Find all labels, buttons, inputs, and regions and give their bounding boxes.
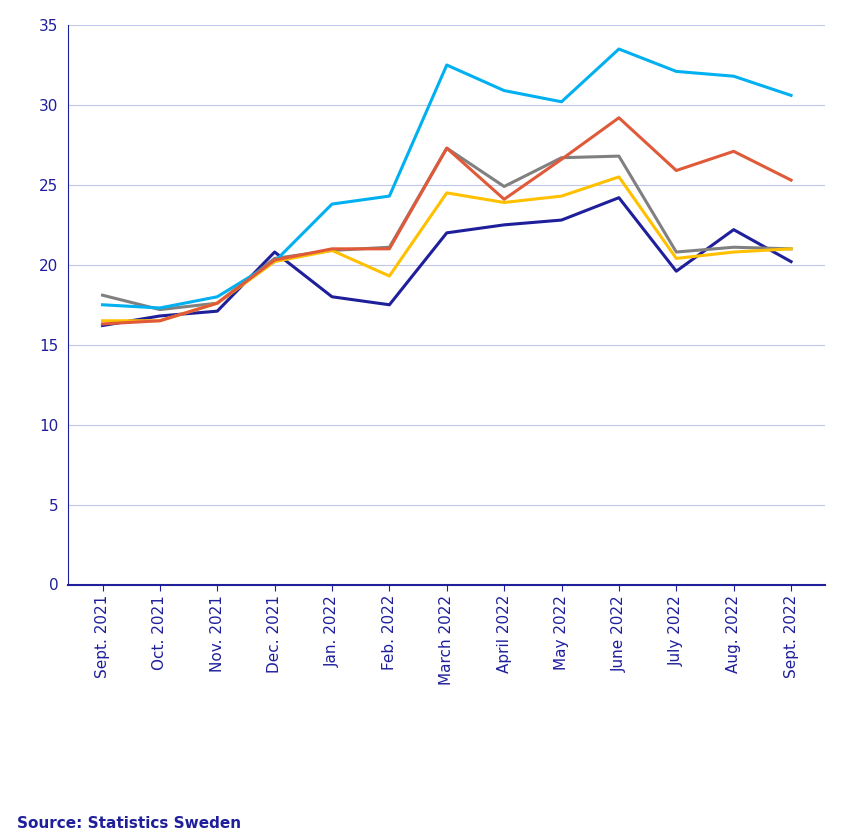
Price index, domestic supply [671,165,682,175]
Price index, domestic supply [557,154,567,164]
Import Price Index [728,71,739,81]
Import Price Index [97,300,107,310]
Price index, domestic supply [327,244,337,254]
Price index, domestic supply [385,244,395,254]
Producer price index, home sales [385,300,395,310]
Producer Price Index [212,298,222,308]
Producer price index, home sales [97,321,107,331]
Import Price Index [499,85,509,95]
Producer Price Index [557,191,567,201]
Export Price Index [728,242,739,252]
Producer price index, home sales [499,220,509,230]
Producer Price Index [385,271,395,281]
Import Price Index [671,67,682,77]
Export Price Index [557,153,567,163]
Export Price Index [327,245,337,256]
Price index, domestic supply [97,319,107,329]
Producer Price Index [728,247,739,257]
Producer Price Index [155,316,165,326]
Import Price Index [212,291,222,301]
Producer price index, home sales [327,291,337,301]
Export Price Index [671,247,682,257]
Line: Export Price Index: Export Price Index [102,148,791,310]
Export Price Index [212,298,222,308]
Price index, domestic supply [270,255,280,265]
Producer price index, home sales [212,306,222,316]
Import Price Index [270,256,280,266]
Price index, domestic supply [442,143,452,153]
Export Price Index [97,291,107,301]
Export Price Index [442,143,452,153]
Import Price Index [614,44,624,54]
Export Price Index [155,305,165,315]
Import Price Index [442,60,452,70]
Import Price Index [786,90,797,100]
Price index, domestic supply [212,298,222,308]
Line: Producer Price Index: Producer Price Index [102,177,791,321]
Import Price Index [155,303,165,313]
Price index, domestic supply [728,146,739,156]
Producer price index, home sales [671,266,682,276]
Producer Price Index [614,172,624,182]
Price index, domestic supply [155,316,165,326]
Producer Price Index [786,244,797,254]
Price index, domestic supply [499,195,509,205]
Line: Producer price index, home sales: Producer price index, home sales [102,198,791,326]
Text: Source: Statistics Sweden: Source: Statistics Sweden [17,816,241,831]
Producer price index, home sales [270,247,280,257]
Producer Price Index [671,253,682,263]
Price index, domestic supply [614,113,624,123]
Line: Price index, domestic supply: Price index, domestic supply [102,118,791,324]
Producer price index, home sales [728,225,739,235]
Export Price Index [614,151,624,161]
Producer price index, home sales [786,256,797,266]
Producer price index, home sales [155,311,165,321]
Producer price index, home sales [614,193,624,203]
Export Price Index [786,244,797,254]
Producer price index, home sales [442,228,452,238]
Export Price Index [270,253,280,263]
Producer Price Index [499,197,509,207]
Producer Price Index [97,316,107,326]
Price index, domestic supply [786,175,797,185]
Producer Price Index [327,245,337,256]
Import Price Index [327,199,337,209]
Producer Price Index [270,256,280,266]
Producer Price Index [442,188,452,198]
Import Price Index [385,191,395,201]
Export Price Index [499,181,509,191]
Export Price Index [385,242,395,252]
Line: Import Price Index: Import Price Index [102,49,791,308]
Producer price index, home sales [557,215,567,225]
Import Price Index [557,97,567,107]
